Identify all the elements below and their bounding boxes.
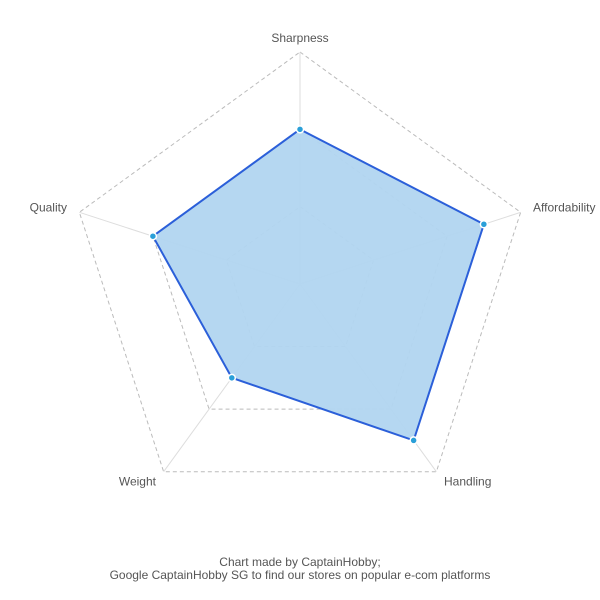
data-point [227,373,237,383]
credit-line: Chart made by CaptainHobby; [219,555,380,569]
axis-label: Sharpness [271,31,328,45]
credit-line: Google CaptainHobby SG to find our store… [110,568,491,582]
data-point [409,436,418,445]
data-point [295,125,305,134]
radar-area [151,128,486,442]
axis-label: Affordability [533,200,595,214]
data-point [148,231,158,241]
axis-label: Handling [444,474,491,488]
grid-ring [78,51,522,473]
data-point [479,220,489,229]
axis-label: Weight [119,474,157,488]
axis-label: Quality [30,200,67,214]
